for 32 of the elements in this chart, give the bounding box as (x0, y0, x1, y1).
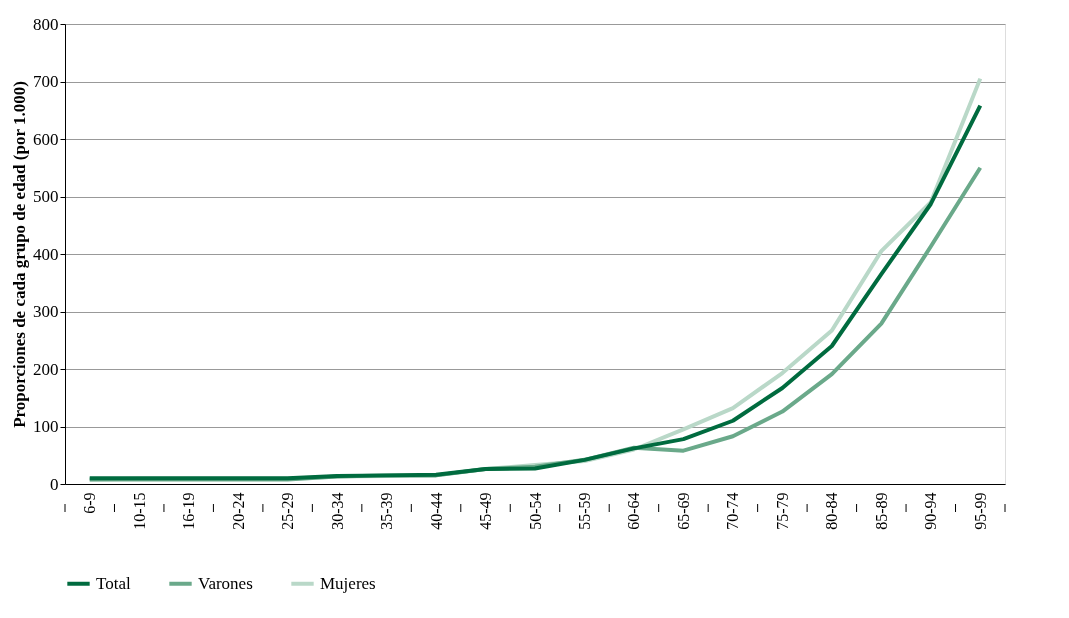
legend-label: Total (96, 573, 131, 593)
y-axis-title: Proporciones de cada grupo de edad (por 1.000) (10, 81, 29, 428)
x-tick-label: 50-54 (526, 492, 544, 530)
x-tick-label: 80-84 (823, 492, 841, 530)
x-tick-label: 65-69 (674, 492, 692, 530)
x-tick-label: 6-9 (81, 492, 99, 514)
x-tick-label: 90-94 (922, 492, 940, 530)
x-tick-label: 85-89 (872, 492, 890, 530)
x-tick-label: 20-24 (229, 492, 247, 530)
x-tick-label: 35-39 (378, 492, 396, 530)
x-tick-label: 16-19 (180, 492, 198, 530)
y-tick-label: 400 (33, 244, 59, 264)
x-tick-label: 75-79 (773, 492, 791, 530)
x-tick-label: 25-29 (279, 492, 297, 530)
x-tick-label: 10-15 (130, 492, 148, 530)
x-tick-label: 55-59 (575, 492, 593, 530)
x-tick-label: 95-99 (971, 492, 989, 530)
x-tick-label: 30-34 (328, 492, 346, 530)
x-tick-label: 70-74 (724, 492, 742, 530)
legend-label: Varones (198, 573, 253, 593)
y-tick-label: 0 (50, 474, 59, 494)
legend-label: Mujeres (320, 573, 376, 593)
y-tick-label: 500 (33, 187, 59, 206)
y-tick-label: 800 (33, 14, 59, 34)
x-tick-label: 45-49 (477, 492, 495, 530)
x-tick-label: 60-64 (625, 492, 643, 530)
y-tick-label: 300 (33, 302, 59, 321)
y-tick-label: 200 (33, 359, 59, 379)
y-tick-label: 700 (33, 72, 59, 91)
y-tick-label: 100 (33, 417, 59, 436)
x-tick-label: 40-44 (427, 492, 445, 530)
y-tick-label: 600 (33, 129, 59, 149)
